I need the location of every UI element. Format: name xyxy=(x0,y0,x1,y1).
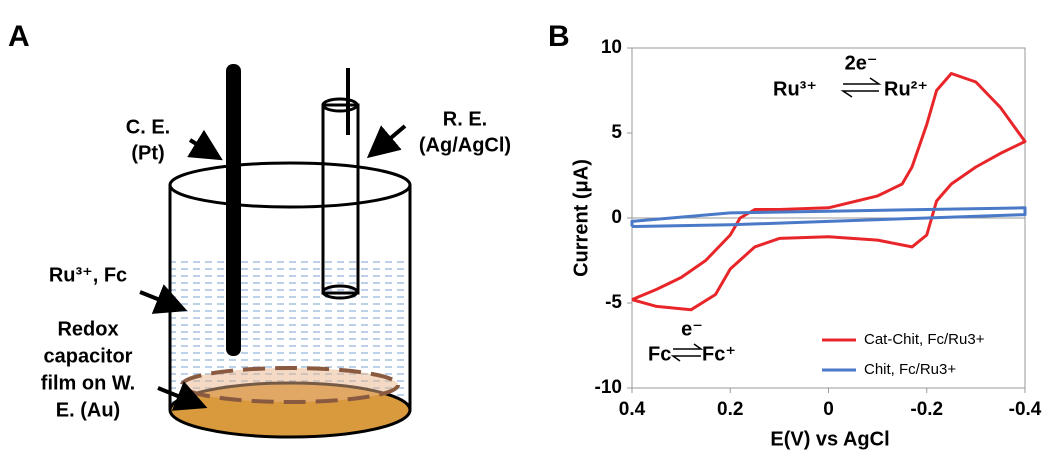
panel-letter: B xyxy=(548,20,570,53)
label: Redox xyxy=(57,318,118,340)
arrow xyxy=(139,284,188,314)
y-tick-label: 5 xyxy=(611,122,622,143)
label: C. E. xyxy=(126,116,170,138)
reference-top xyxy=(321,97,359,113)
annotation: 2e⁻ xyxy=(845,52,878,74)
label: (Pt) xyxy=(131,142,164,164)
panel-letter: A xyxy=(8,20,30,53)
reference-tube xyxy=(321,103,360,295)
label: Ru³⁺, Fc xyxy=(49,264,127,286)
y-axis-title: Current (μA) xyxy=(570,159,592,277)
label: R. E. xyxy=(443,108,487,130)
arrow xyxy=(187,129,223,161)
equilibrium-arrow xyxy=(670,343,704,362)
x-tick-label: -0.4 xyxy=(1009,399,1042,420)
x-tick-label: 0 xyxy=(823,399,834,420)
label: E. (Au) xyxy=(56,399,120,421)
label: capacitor xyxy=(44,345,133,367)
arrow xyxy=(157,381,208,411)
annotation: Ru³⁺ xyxy=(773,78,817,100)
x-tick-label: -0.2 xyxy=(910,399,943,420)
x-tick-label: 0.4 xyxy=(619,399,646,420)
data-line xyxy=(630,206,1027,228)
y-tick-label: -10 xyxy=(595,377,622,398)
y-tick-label: 0 xyxy=(611,207,622,228)
equilibrium-arrow xyxy=(840,77,882,98)
y-tick-label: -5 xyxy=(605,292,622,313)
beaker-rim xyxy=(168,161,412,209)
y-tick-label: 10 xyxy=(601,37,622,58)
annotation: Fc xyxy=(648,343,671,365)
annotation: Fc⁺ xyxy=(702,343,736,365)
counter-electrode xyxy=(226,64,241,356)
label: film on W. xyxy=(41,372,135,394)
legend-label: Cat-Chit, Fc/Ru3+ xyxy=(864,331,985,348)
annotation: e⁻ xyxy=(681,318,703,340)
film-edge xyxy=(180,366,400,404)
legend-label: Chit, Fc/Ru3+ xyxy=(864,361,956,378)
x-tick-label: 0.2 xyxy=(717,399,743,420)
label: (Ag/AgCl) xyxy=(419,134,511,156)
annotation: Ru²⁺ xyxy=(884,78,928,100)
reference-bottom xyxy=(321,284,359,300)
data-line xyxy=(631,72,1027,312)
x-axis-title: E(V) vs AgCl xyxy=(770,428,889,450)
arrow xyxy=(366,124,407,159)
